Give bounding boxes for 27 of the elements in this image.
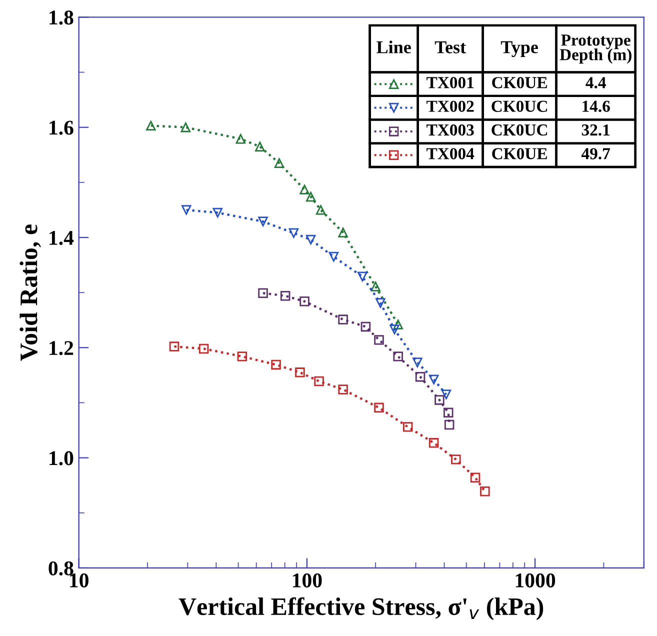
y-tick-label: 1.6 [50,120,74,135]
annotation: Prototype Depth (m) [560,34,632,64]
legend-label: TX002 [426,100,474,112]
annotation: CK0UC [492,100,547,112]
annotation: 32.1 [582,124,610,136]
x-tick-label: 100 [292,573,322,588]
annotation: 49.7 [581,148,610,160]
annotation: Test [434,41,466,54]
legend-label: TX003 [426,124,474,136]
annotation: CK0UC [492,124,547,136]
legend-label: TX004 [426,148,474,160]
legend-label: TX001 [426,77,474,88]
annotation: Type [500,41,538,58]
y-tick-label: 1.0 [50,451,74,466]
y-tick-label: 0.8 [48,561,74,576]
x-axis-title: Vertical Effective Stress, σ'$_{v}$ (kPa) [178,597,544,620]
annotation: 4.4 [586,77,606,88]
y-axis-title: Void Ratio, e [20,224,41,361]
y-tick-label: 1.4 [50,230,74,246]
annotation: Line [376,40,411,54]
x-tick-label: 10 [70,573,88,588]
annotation: 14.6 [582,100,610,112]
y-tick-label: 1.2 [50,341,74,356]
annotation: CK0UE [492,77,547,88]
x-tick-label: 1000 [516,573,556,588]
annotation: CK0UE [492,148,547,160]
y-tick-label: 1.8 [50,10,74,25]
